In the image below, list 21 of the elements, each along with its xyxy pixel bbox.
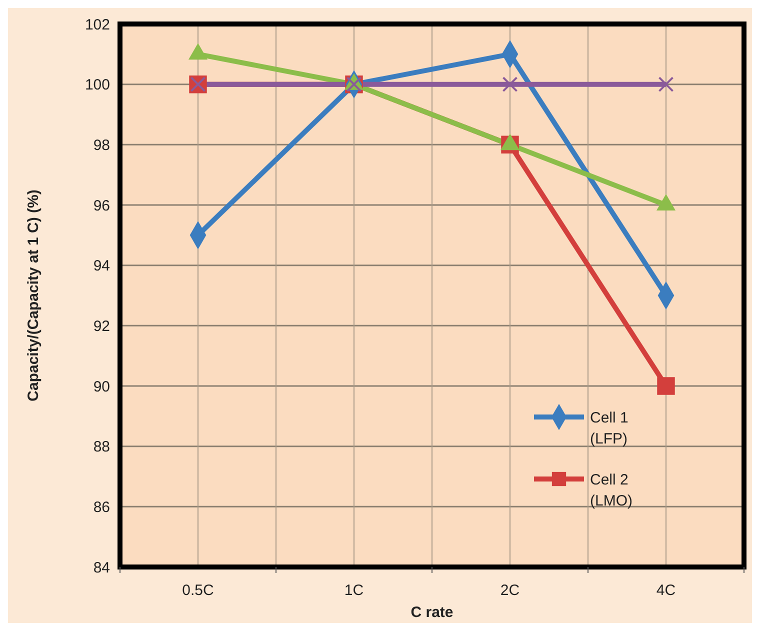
y-tick-label: 90 — [93, 378, 110, 396]
y-tick-label: 86 — [93, 498, 110, 516]
y-tick-label: 88 — [93, 438, 110, 456]
x-tick-label: 1C — [344, 582, 364, 599]
y-tick-label: 102 — [84, 16, 110, 34]
x-axis-title: C rate — [410, 604, 454, 621]
y-tick-label: 98 — [93, 136, 110, 154]
legend-label: Cell 2 (LMO) — [590, 471, 632, 510]
y-tick-label: 92 — [93, 318, 110, 335]
point — [502, 76, 518, 92]
x-tick-label: 4C — [656, 582, 676, 599]
legend-label: Cell 1 (LFP) — [590, 409, 628, 448]
y-tick-label: 100 — [84, 76, 110, 94]
y-tick-label: 84 — [93, 559, 110, 576]
point — [657, 377, 675, 395]
x-tick-label: 0.5C — [182, 582, 214, 599]
point — [658, 76, 674, 92]
y-tick-label: 94 — [93, 258, 110, 275]
x-tick-label: 2C — [500, 582, 520, 599]
y-axis-title: Capacity/(Capacity at 1 C) (%) — [25, 190, 42, 402]
y-tick-label: 96 — [93, 197, 110, 214]
